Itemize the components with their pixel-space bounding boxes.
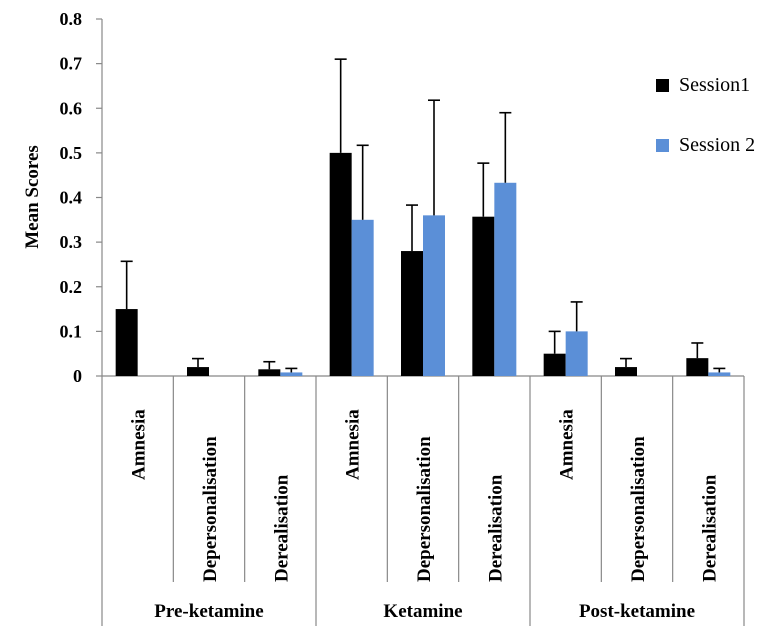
bar-session2 [423, 215, 445, 376]
y-tick-label: 0.3 [60, 232, 83, 252]
bar-session1 [258, 369, 281, 376]
bar-session1 [329, 152, 352, 376]
category-labels: Amnesia Depersonalisation Derealisation Amn… [129, 409, 721, 622]
bar-session1 [686, 358, 709, 376]
category-label: Amnesia [557, 409, 578, 480]
category-label: Amnesia [343, 409, 364, 480]
bar-session1 [543, 353, 566, 376]
group-label: Ketamine [383, 601, 462, 622]
bar-session1 [115, 309, 138, 376]
y-tick-label: 0.7 [60, 54, 83, 74]
y-tick-label: 0.4 [60, 188, 83, 208]
category-label: Depersonalisation [414, 436, 435, 582]
category-label: Derealisation [271, 474, 292, 582]
bar-session2 [351, 219, 374, 376]
legend-swatch [656, 79, 669, 92]
bar-session1 [401, 251, 423, 376]
group-label: Pre-ketamine [154, 601, 263, 622]
bar-session2 [280, 372, 303, 376]
category-label: Derealisation [699, 474, 720, 582]
category-label: Amnesia [129, 409, 150, 480]
category-label: Derealisation [485, 474, 506, 582]
y-tick-label: 0.2 [60, 277, 83, 297]
error-bars [120, 58, 726, 373]
bar-session1 [472, 216, 495, 376]
y-tick-label: 0.1 [60, 321, 83, 341]
category-label: Depersonalisation [200, 436, 221, 582]
y-tick-label: 0.8 [60, 9, 83, 29]
bars [115, 152, 731, 376]
bar-session1 [187, 367, 209, 376]
axes: 0 0.1 0.2 0.3 0.4 0.5 0.6 0.7 0.8 [60, 9, 745, 626]
legend-label: Session1 [679, 74, 750, 96]
legend: Session1 Session 2 [656, 74, 755, 156]
legend-swatch [656, 139, 669, 152]
bar-session2 [708, 372, 731, 376]
group-label: Post-ketamine [579, 601, 695, 622]
bar-session2 [494, 182, 517, 376]
y-tick-label: 0 [73, 366, 82, 386]
y-tick-label: 0.5 [60, 143, 83, 163]
category-label: Depersonalisation [628, 436, 649, 582]
y-tick-label: 0.6 [60, 98, 83, 118]
legend-label: Session 2 [679, 134, 755, 156]
bar-session2 [565, 331, 588, 376]
y-axis-label: Mean Scores [22, 145, 43, 249]
bar-session1 [615, 367, 637, 376]
